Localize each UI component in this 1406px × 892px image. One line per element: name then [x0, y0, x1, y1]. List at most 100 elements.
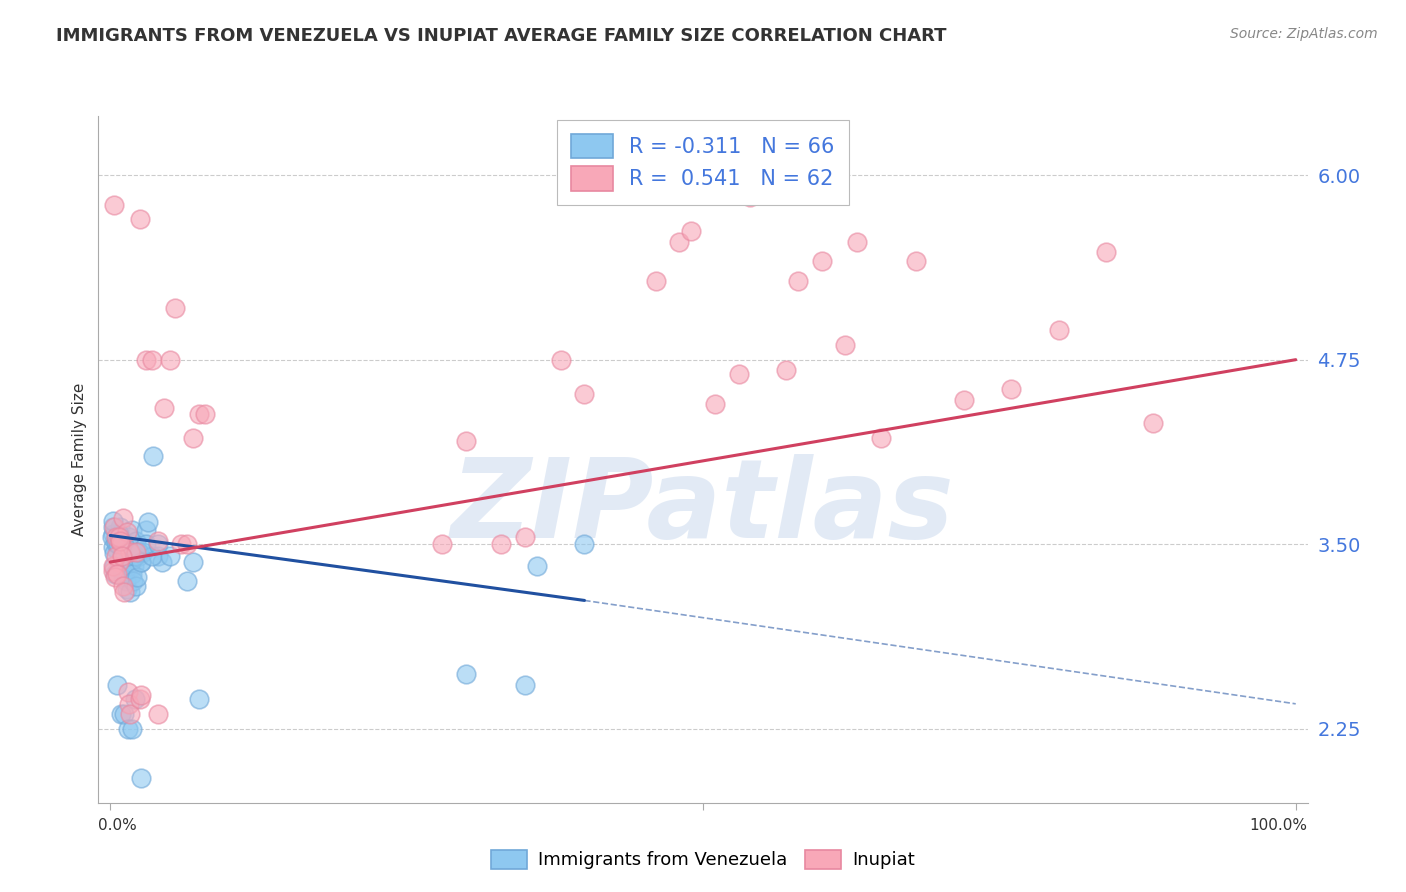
Point — [176, 574, 198, 589]
Point — [128, 549, 150, 563]
Point — [1142, 416, 1164, 430]
Point — [115, 537, 138, 551]
Point — [110, 549, 132, 563]
Text: 0.0%: 0.0% — [98, 818, 138, 832]
Point — [125, 579, 148, 593]
Point — [105, 678, 128, 692]
Point — [165, 301, 187, 315]
Point — [432, 537, 454, 551]
Point — [112, 552, 135, 566]
Text: IMMIGRANTS FROM VENEZUELA VS INUPIAT AVERAGE FAMILY SIZE CORRELATION CHART: IMMIGRANTS FROM VENEZUELA VS INUPIAT AVE… — [56, 27, 946, 45]
Point — [146, 534, 169, 549]
Point — [121, 523, 143, 537]
Point — [786, 274, 808, 288]
Point — [129, 555, 152, 569]
Point — [515, 530, 537, 544]
Point — [129, 692, 152, 706]
Point — [114, 541, 136, 555]
Point — [727, 368, 749, 382]
Point — [905, 253, 928, 268]
Point — [108, 519, 131, 533]
Point — [110, 537, 132, 551]
Point — [103, 541, 125, 555]
Point — [740, 190, 762, 204]
Point — [142, 449, 165, 463]
Point — [703, 397, 725, 411]
Point — [454, 434, 477, 448]
Point — [128, 544, 150, 558]
Point — [181, 555, 204, 569]
Point — [127, 544, 149, 558]
Point — [952, 392, 974, 407]
Point — [103, 546, 125, 560]
Point — [103, 559, 125, 574]
Point — [146, 549, 169, 563]
Point — [681, 224, 703, 238]
Point — [129, 688, 152, 702]
Y-axis label: Average Family Size: Average Family Size — [72, 383, 87, 536]
Point — [118, 584, 141, 599]
Point — [129, 555, 152, 569]
Point — [121, 566, 143, 581]
Point — [103, 197, 125, 211]
Point — [141, 549, 163, 563]
Point — [515, 678, 537, 692]
Point — [152, 555, 174, 569]
Point — [107, 555, 129, 569]
Point — [121, 722, 143, 736]
Point — [834, 338, 856, 352]
Point — [188, 407, 211, 421]
Text: 100.0%: 100.0% — [1250, 818, 1308, 832]
Point — [146, 707, 169, 722]
Point — [111, 570, 134, 584]
Point — [120, 544, 142, 558]
Point — [111, 544, 134, 558]
Point — [194, 407, 217, 421]
Point — [122, 559, 145, 574]
Point — [120, 707, 142, 722]
Point — [751, 183, 773, 197]
Point — [159, 352, 181, 367]
Point — [101, 514, 124, 528]
Point — [550, 352, 572, 367]
Point — [668, 235, 690, 249]
Point — [141, 352, 163, 367]
Point — [454, 667, 477, 681]
Point — [103, 564, 125, 578]
Point — [136, 515, 159, 529]
Point — [118, 559, 141, 574]
Point — [135, 352, 157, 367]
Legend: R = -0.311   N = 66, R =  0.541   N = 62: R = -0.311 N = 66, R = 0.541 N = 62 — [557, 120, 849, 205]
Point — [124, 692, 146, 706]
Point — [129, 212, 152, 227]
Point — [125, 570, 148, 584]
Point — [104, 570, 127, 584]
Point — [101, 527, 124, 541]
Point — [110, 534, 132, 549]
Point — [1047, 323, 1070, 337]
Point — [108, 527, 131, 541]
Point — [188, 692, 211, 706]
Point — [491, 537, 513, 551]
Point — [105, 566, 128, 581]
Point — [129, 771, 152, 785]
Point — [1000, 382, 1022, 396]
Point — [108, 530, 131, 544]
Point — [114, 566, 136, 581]
Point — [122, 574, 145, 589]
Point — [101, 559, 124, 574]
Point — [135, 523, 157, 537]
Point — [152, 401, 174, 416]
Point — [574, 386, 596, 401]
Point — [526, 559, 548, 574]
Point — [1095, 244, 1118, 259]
Point — [104, 566, 127, 581]
Point — [110, 534, 132, 549]
Point — [117, 685, 139, 699]
Point — [118, 530, 141, 544]
Point — [104, 533, 127, 547]
Point — [105, 530, 128, 544]
Point — [118, 697, 141, 711]
Point — [105, 530, 128, 544]
Text: ZIPatlas: ZIPatlas — [451, 454, 955, 561]
